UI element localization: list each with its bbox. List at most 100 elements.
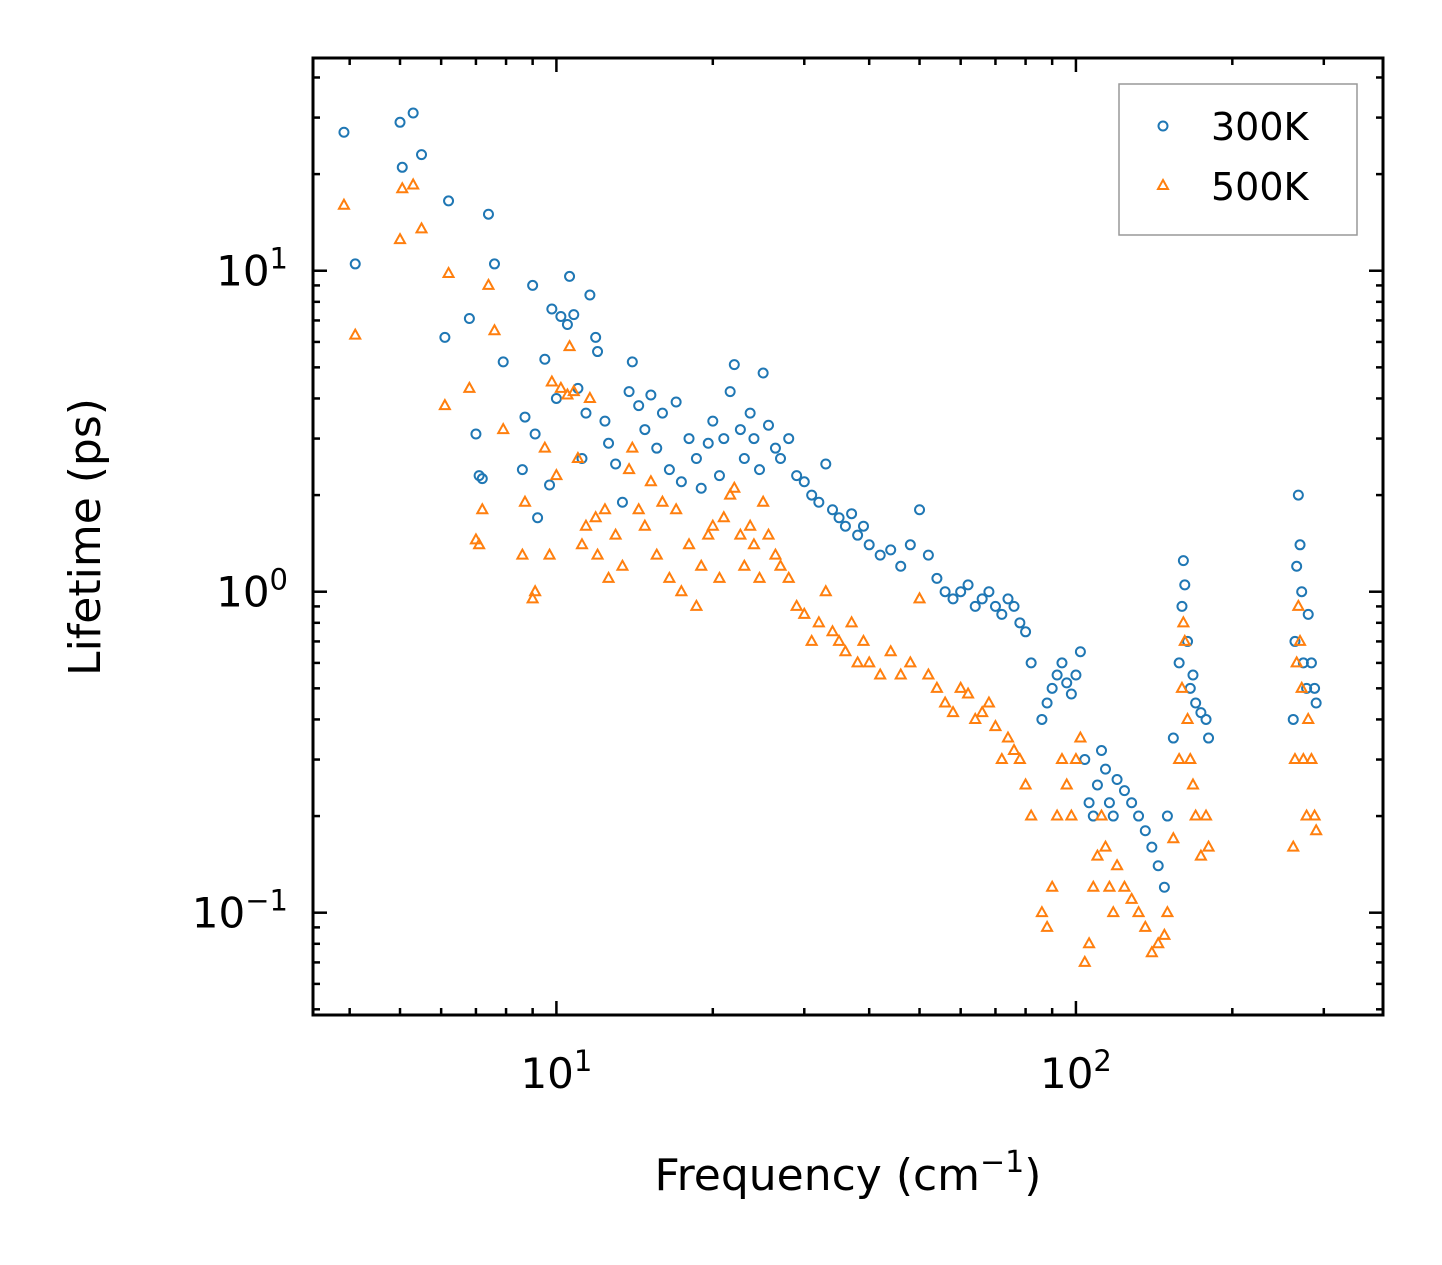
data-point-500k — [1138, 919, 1153, 932]
legend-marker-500k — [1156, 177, 1170, 190]
data-point-500k — [756, 494, 770, 507]
data-point-300k — [1065, 688, 1077, 700]
x-axis-label-exponent: −1 — [980, 1145, 1024, 1180]
data-point-300k — [1294, 539, 1306, 551]
data-point-300k — [904, 539, 916, 551]
data-point-500k — [894, 667, 908, 680]
data-point-500k — [1050, 808, 1064, 821]
data-point-500k — [575, 537, 589, 550]
data-point-300k — [488, 258, 500, 270]
data-point-500k — [804, 633, 819, 646]
data-point-500k — [819, 584, 833, 597]
data-point-500k — [562, 339, 577, 352]
y-tick-label: 100 — [216, 563, 288, 617]
data-point-300k — [757, 367, 769, 379]
data-point-500k — [1180, 711, 1195, 724]
data-point-300k — [394, 116, 406, 128]
data-point-500k — [644, 474, 658, 487]
data-point-300k — [791, 470, 803, 482]
data-point-500k — [1293, 633, 1307, 646]
data-point-500k — [975, 705, 989, 718]
data-point-300k — [1051, 669, 1063, 681]
data-point-500k — [1131, 905, 1146, 918]
data-point-500k — [825, 624, 840, 637]
data-point-300k — [1020, 626, 1032, 638]
data-point-500k — [856, 633, 871, 646]
x-tick-label: 102 — [1040, 1044, 1112, 1098]
data-point-500k — [1001, 730, 1015, 743]
data-point-500k — [549, 468, 564, 481]
data-point-300k — [748, 433, 760, 445]
data-point-300k — [922, 549, 934, 561]
data-point-500k — [761, 527, 776, 540]
y-tick-label-exponent: 0 — [270, 563, 288, 597]
data-point-300k — [626, 356, 638, 368]
data-point-500k — [1086, 879, 1100, 892]
data-point-500k — [912, 591, 927, 604]
data-point-500k — [588, 510, 603, 523]
data-point-500k — [773, 558, 788, 571]
y-tick-label-exponent: 1 — [270, 242, 288, 276]
data-point-300k — [561, 318, 573, 330]
data-point-300k — [969, 600, 981, 612]
data-point-500k — [782, 570, 796, 583]
data-point-300k — [584, 289, 596, 301]
data-point-300k — [519, 411, 531, 423]
data-point-500k — [1018, 777, 1033, 790]
x-axis-label-base: Frequency (cm — [655, 1150, 981, 1201]
data-point-500k — [1296, 751, 1311, 765]
data-point-300k — [532, 512, 544, 524]
data-point-300k — [1161, 810, 1173, 822]
data-point-500k — [1045, 879, 1059, 892]
data-point-300k — [546, 303, 558, 315]
data-point-300k — [1083, 797, 1095, 809]
data-point-500k — [1090, 848, 1105, 861]
data-point-500k — [554, 380, 568, 393]
x-tick-label-base: 10 — [1040, 1049, 1093, 1098]
series-500k — [337, 177, 1323, 967]
data-point-500k — [938, 695, 952, 708]
data-point-500k — [1301, 711, 1315, 724]
data-point-500k — [1007, 742, 1021, 756]
x-axis-label: Frequency (cm−1) — [655, 1145, 1042, 1201]
data-point-300k — [527, 279, 539, 291]
data-point-500k — [438, 398, 452, 411]
data-point-300k — [338, 126, 350, 138]
data-point-300k — [914, 504, 926, 516]
data-point-500k — [873, 667, 887, 680]
data-point-500k — [1106, 905, 1120, 918]
data-point-300k — [473, 470, 485, 482]
data-point-300k — [590, 331, 602, 343]
data-point-300k — [443, 195, 455, 207]
data-point-500k — [669, 502, 683, 515]
data-point-500k — [1082, 936, 1096, 949]
data-point-500k — [542, 547, 557, 560]
data-point-300k — [857, 520, 869, 532]
data-point-300k — [1061, 677, 1073, 689]
data-point-300k — [695, 482, 707, 494]
data-point-300k — [702, 437, 714, 449]
data-point-500k — [1024, 808, 1038, 821]
data-point-500k — [650, 547, 664, 560]
data-point-300k — [813, 496, 825, 508]
data-point-500k — [1055, 751, 1069, 765]
data-point-500k — [706, 518, 720, 531]
data-point-300k — [1046, 682, 1058, 694]
plot-frame — [311, 56, 1385, 1017]
data-point-500k — [953, 680, 968, 693]
data-point-300k — [1103, 797, 1115, 809]
data-point-500k — [694, 558, 708, 571]
data-point-300k — [651, 442, 663, 454]
data-point-500k — [638, 518, 652, 531]
data-point-500k — [1064, 808, 1079, 821]
data-point-500k — [1201, 839, 1216, 852]
data-point-500k — [1102, 879, 1117, 892]
data-point-500k — [1186, 777, 1200, 790]
data-point-500k — [968, 711, 982, 724]
data-point-500k — [743, 518, 757, 531]
data-point-300k — [1195, 707, 1207, 719]
data-point-500k — [1176, 615, 1191, 628]
data-point-500k — [1073, 730, 1088, 743]
data-point-300k — [885, 544, 897, 556]
data-point-300k — [1107, 810, 1119, 822]
